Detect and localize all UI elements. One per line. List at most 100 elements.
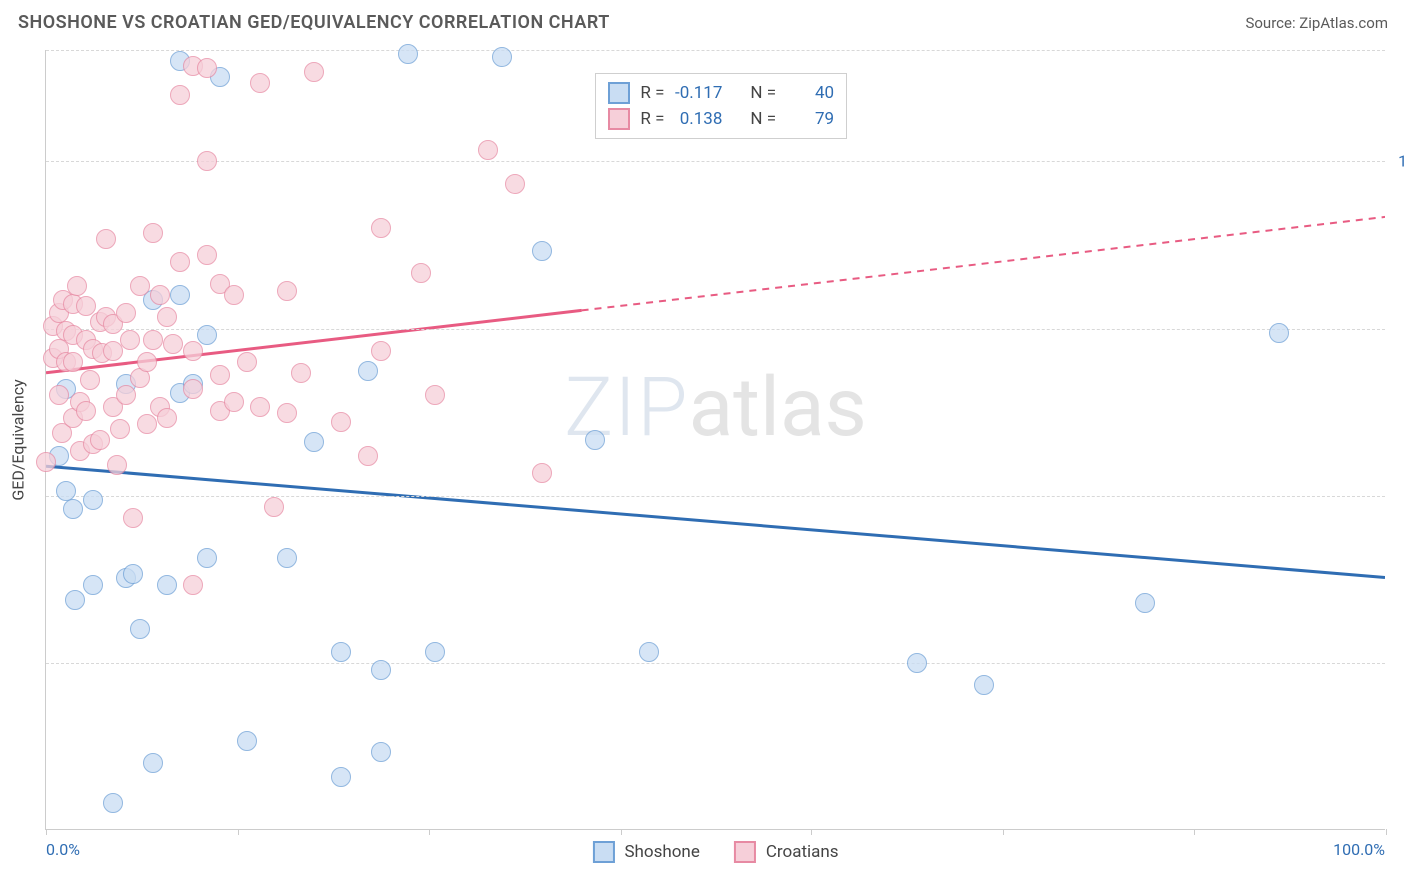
x-tick [238,829,239,835]
data-point [478,140,498,160]
data-point [371,218,391,238]
x-tick [46,829,47,835]
data-point [277,281,297,301]
data-point [107,455,127,475]
r-value: -0.117 [674,83,722,103]
data-point [250,397,270,417]
data-point [907,653,927,673]
data-point [110,419,130,439]
data-point [277,548,297,568]
data-point [130,619,150,639]
x-tick [811,829,812,835]
data-point [150,285,170,305]
stat-row: R =0.138N =79 [608,106,834,132]
data-point [157,408,177,428]
chart-title: SHOSHONE VS CROATIAN GED/EQUIVALENCY COR… [18,12,610,33]
data-point [371,341,391,361]
data-point [304,62,324,82]
data-point [183,575,203,595]
data-point [291,363,311,383]
data-point [237,731,257,751]
trend-lines [46,50,1385,829]
data-point [130,276,150,296]
data-point [532,241,552,261]
data-point [36,452,56,472]
data-point [170,285,190,305]
gridline [46,663,1385,664]
data-point [123,564,143,584]
trend-line-solid [46,466,1385,577]
data-point [425,642,445,662]
data-point [331,767,351,787]
x-tick [1386,829,1387,835]
data-point [331,642,351,662]
n-value: 40 [786,83,834,103]
y-tick-label: 100.0% [1398,152,1406,171]
data-point [505,174,525,194]
correlation-stats-box: R =-0.117N =40R =0.138N =79 [595,73,847,139]
data-point [157,307,177,327]
x-tick [1003,829,1004,835]
data-point [224,392,244,412]
gridline [46,329,1385,330]
data-point [197,151,217,171]
data-point [157,575,177,595]
data-point [103,341,123,361]
data-point [137,414,157,434]
data-point [83,575,103,595]
data-point [371,660,391,680]
stat-row: R =-0.117N =40 [608,80,834,106]
data-point [170,252,190,272]
data-point [90,430,110,450]
data-point [197,548,217,568]
data-point [492,47,512,67]
legend-swatch [608,82,630,104]
data-point [197,245,217,265]
gridline [46,496,1385,497]
legend-label: Shoshone [624,842,699,862]
data-point [116,303,136,323]
data-point [83,490,103,510]
data-point [137,352,157,372]
x-tick-label-right: 100.0% [1333,840,1385,859]
data-point [49,385,69,405]
data-point [358,361,378,381]
data-point [1269,323,1289,343]
data-point [163,334,183,354]
data-point [210,365,230,385]
data-point [358,446,378,466]
data-point [304,432,324,452]
data-point [398,44,418,64]
data-point [264,497,284,517]
data-point [250,73,270,93]
data-point [425,385,445,405]
gridline [46,50,1385,51]
scatter-chart: GED/Equivalency ZIPatlas 77.5%85.0%92.5%… [45,50,1385,830]
data-point [974,675,994,695]
gridline [46,161,1385,162]
data-point [67,276,87,296]
data-point [63,499,83,519]
data-point [116,385,136,405]
data-point [76,401,96,421]
data-point [120,330,140,350]
data-point [123,508,143,528]
x-tick [429,829,430,835]
data-point [183,379,203,399]
legend-item: Shoshone [592,841,699,863]
trend-line-dashed [582,217,1385,310]
x-tick [621,829,622,835]
data-point [532,463,552,483]
data-point [277,403,297,423]
legend-swatch [608,108,630,130]
legend-label: Croatians [766,842,839,862]
data-point [639,642,659,662]
r-value: 0.138 [674,109,722,129]
data-point [411,263,431,283]
data-point [63,352,83,372]
data-point [1135,593,1155,613]
legend-item: Croatians [734,841,839,863]
data-point [80,370,100,390]
data-point [371,742,391,762]
chart-source: Source: ZipAtlas.com [1245,14,1388,32]
